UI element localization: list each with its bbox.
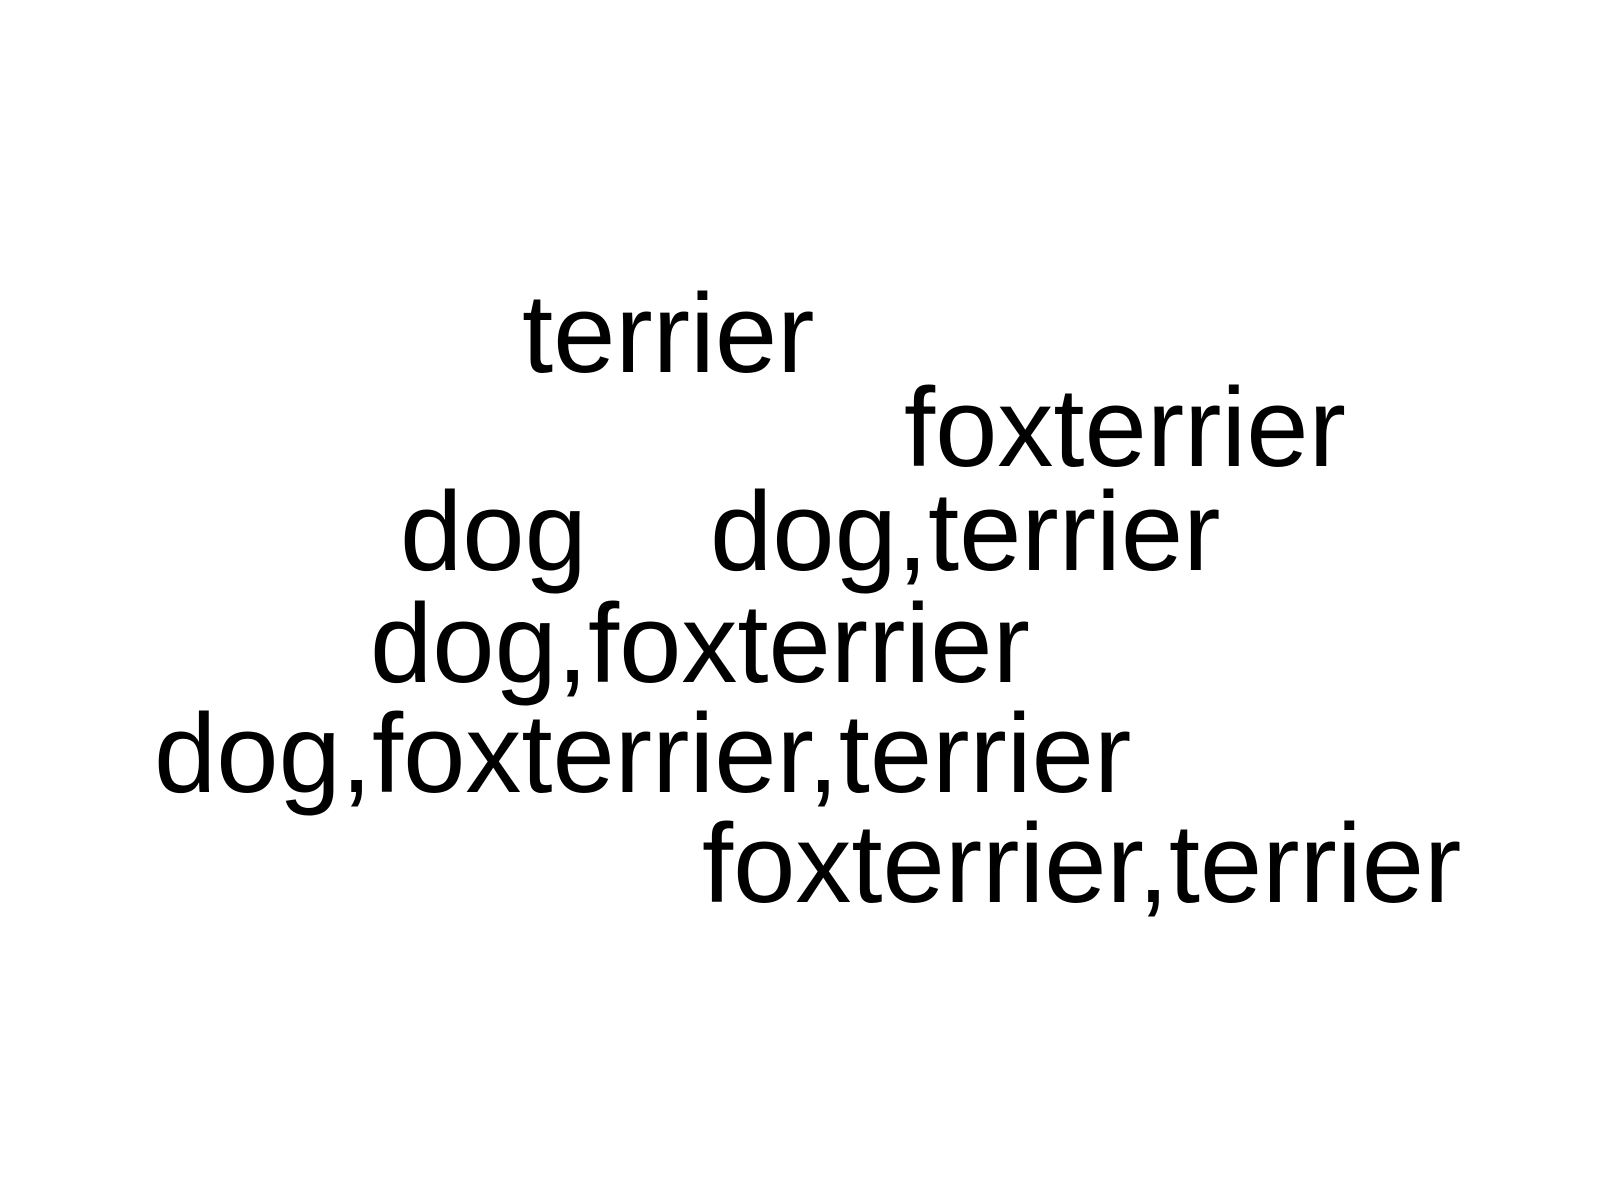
label-foxterrier: foxterrier	[904, 365, 1346, 490]
label-dog-terrier: dog,terrier	[710, 469, 1221, 594]
label-dog: dog	[400, 469, 587, 594]
label-terrier: terrier	[522, 271, 815, 396]
label-dog-foxterrier: dog,foxterrier	[370, 581, 1030, 706]
label-foxterrier-terrier: foxterrier,terrier	[702, 801, 1462, 926]
label-dog-foxterrier-terrier: dog,foxterrier,terrier	[154, 691, 1132, 816]
